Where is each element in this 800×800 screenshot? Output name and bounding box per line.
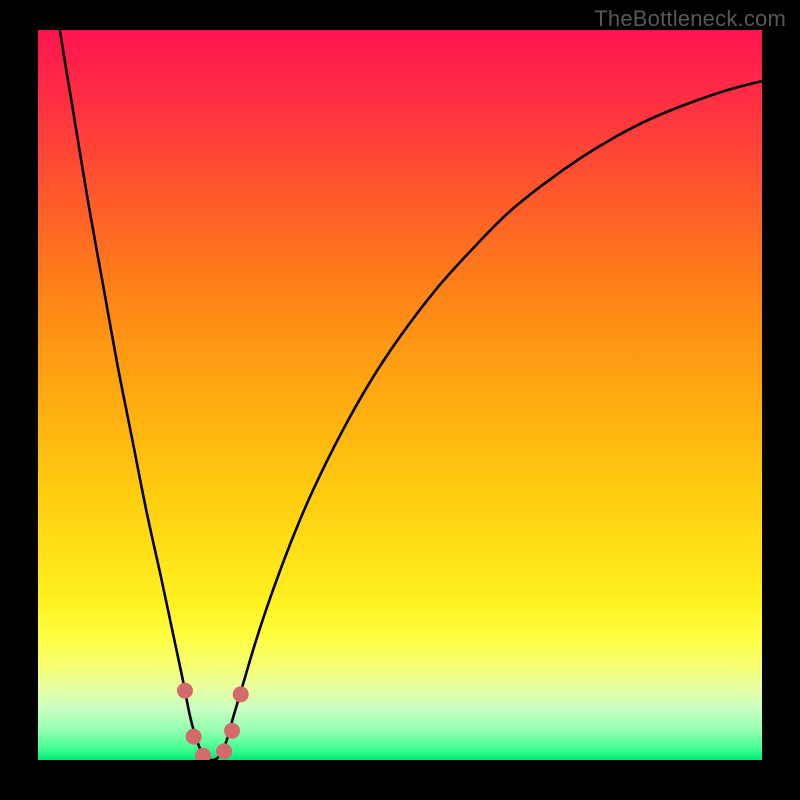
data-marker (177, 683, 193, 699)
plot-area (38, 30, 762, 760)
gradient-background (38, 30, 762, 760)
chart-container: TheBottleneck.com (0, 0, 800, 800)
watermark-text: TheBottleneck.com (594, 6, 786, 32)
data-marker (186, 729, 202, 745)
data-marker (233, 686, 249, 702)
data-marker (216, 743, 232, 759)
data-marker (224, 723, 240, 739)
plot-svg (38, 30, 762, 760)
